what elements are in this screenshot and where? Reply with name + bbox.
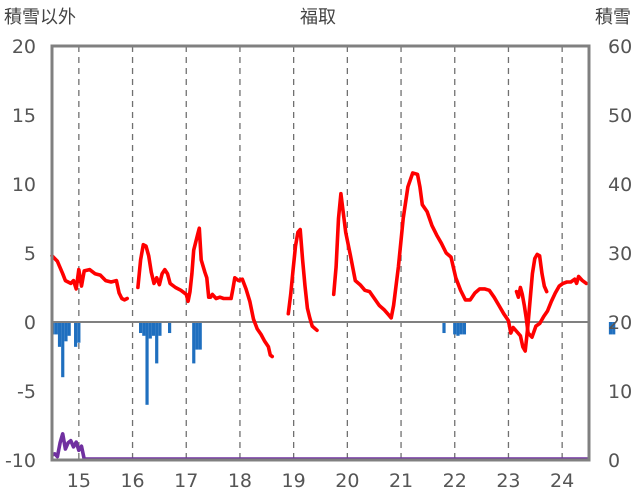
series-2-line-0	[286, 227, 319, 333]
bar	[192, 322, 196, 364]
bar	[612, 322, 616, 335]
bar	[77, 322, 81, 343]
bar	[459, 322, 463, 335]
snow-depth-line	[51, 432, 589, 461]
left-tick-label: 20	[12, 36, 36, 58]
x-tick-label-15: 15	[67, 470, 91, 492]
series-1-line-1	[136, 226, 274, 359]
left-tick-label: 5	[24, 243, 36, 265]
bar	[155, 322, 159, 364]
x-tick-label-21: 21	[389, 470, 413, 492]
series-1-line-0	[50, 254, 129, 302]
plot-frame	[50, 44, 591, 462]
bar	[195, 322, 199, 350]
right-tick-label: 50	[608, 105, 632, 127]
bar	[462, 322, 467, 335]
bar-series	[51, 322, 616, 405]
chart-title: 福取	[300, 7, 336, 28]
left-tick-label: 15	[12, 105, 36, 127]
left-axis-label: 積雪以外	[4, 7, 76, 28]
x-tick-label-17: 17	[174, 470, 198, 492]
vertical-gridlines	[78, 46, 563, 460]
left-tick-label: 10	[12, 174, 36, 196]
x-tick-label-16: 16	[120, 470, 144, 492]
bar	[67, 322, 71, 336]
bar	[168, 322, 172, 334]
x-tick-label-19: 19	[282, 470, 306, 492]
x-axis-ticks: 15 16 17 18 19 20 21 22 23 24	[67, 470, 574, 492]
bar	[151, 322, 156, 336]
left-tick-label: -10	[5, 450, 36, 472]
right-tick-label: 60	[608, 36, 632, 58]
bar	[145, 322, 149, 405]
right-tick-label: 40	[608, 174, 632, 196]
bar	[453, 322, 457, 335]
right-tick-label: 30	[608, 243, 632, 265]
series-3-line-0	[514, 274, 589, 339]
x-tick-label-22: 22	[443, 470, 467, 492]
bar	[608, 322, 613, 335]
x-tick-label-20: 20	[335, 470, 359, 492]
bar	[148, 322, 152, 339]
bar	[74, 322, 78, 347]
left-tick-label: -5	[17, 381, 36, 403]
right-tick-label: 10	[608, 381, 632, 403]
right-tick-label: 20	[608, 312, 632, 334]
bar	[198, 322, 202, 350]
x-tick-label-23: 23	[496, 470, 520, 492]
bar	[57, 322, 62, 347]
bar	[54, 322, 58, 335]
left-axis-ticks: 20 15 10 5 0 -5 -10	[5, 36, 36, 472]
right-axis-label: 積雪	[595, 7, 631, 28]
left-tick-label: 0	[24, 312, 36, 334]
right-tick-label: 0	[608, 450, 620, 472]
line-series	[50, 171, 589, 359]
bar	[442, 322, 446, 334]
bar	[61, 322, 65, 378]
bar	[139, 322, 143, 334]
bar	[142, 322, 146, 336]
bar	[64, 322, 68, 342]
bar	[158, 322, 162, 336]
x-tick-label-18: 18	[228, 470, 252, 492]
bar	[456, 322, 460, 336]
series-2-line-1	[331, 171, 549, 353]
x-tick-label-24: 24	[550, 470, 574, 492]
snow-depth-series	[51, 432, 589, 461]
right-axis-ticks: 60 50 40 30 20 10 0	[608, 36, 632, 472]
